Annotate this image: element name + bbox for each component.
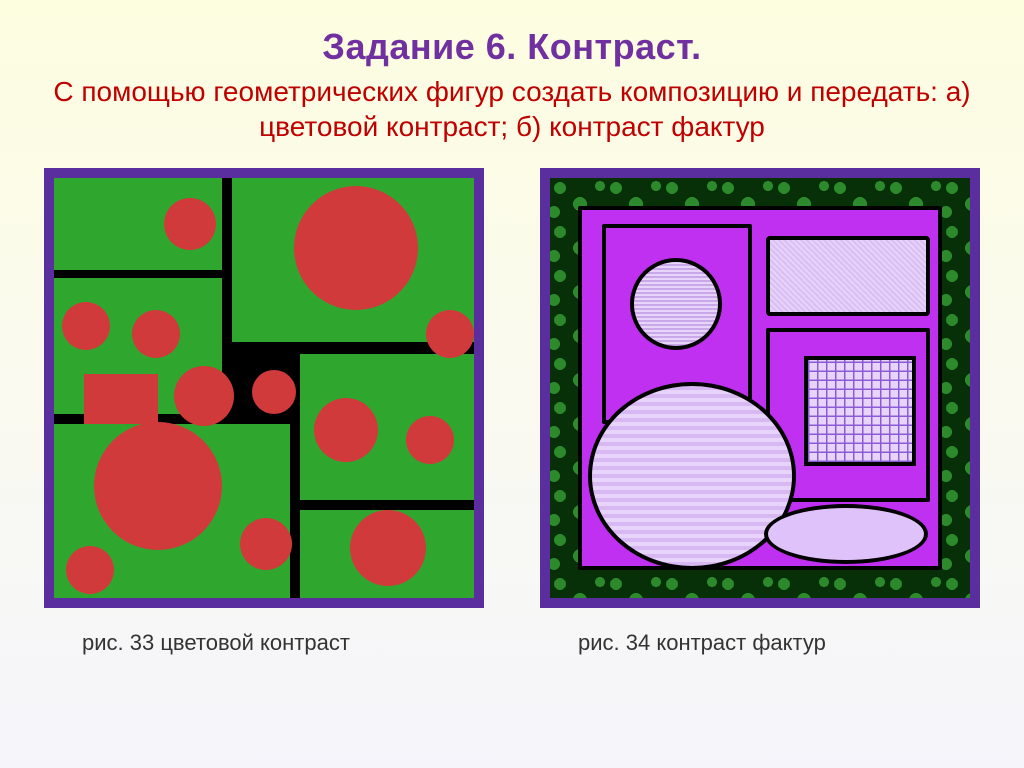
fig34-shape [764,504,928,564]
fig33-shape [174,366,234,426]
fig33-shape [240,518,292,570]
slide-subtitle: С помощью геометрических фигур создать к… [0,74,1024,144]
figure-33-caption: рис. 33 цветовой контраст [44,630,484,656]
slide: Задание 6. Контраст. С помощью геометрич… [0,0,1024,768]
fig34-shape [804,356,916,466]
fig34-shape [630,258,722,350]
fig33-shape [406,416,454,464]
fig33-shape [314,398,378,462]
fig33-shape [84,374,158,424]
fig33-shape [66,546,114,594]
fig34-shape [588,382,796,570]
slide-title: Задание 6. Контраст. [0,0,1024,68]
fig33-shape [252,370,296,414]
figure-34-stage [550,178,970,598]
fig33-shape [132,310,180,358]
figure-33-frame [44,168,484,608]
figure-34-frame [540,168,980,608]
fig33-shape [62,302,110,350]
figure-34-caption: рис. 34 контраст фактур [540,630,980,656]
fig33-shape [426,310,474,358]
figure-33-stage [54,178,474,598]
fig34-shape [766,236,930,316]
fig33-shape [164,198,216,250]
fig33-shape [294,186,418,310]
fig33-shape [94,422,222,550]
fig33-shape [350,510,426,586]
